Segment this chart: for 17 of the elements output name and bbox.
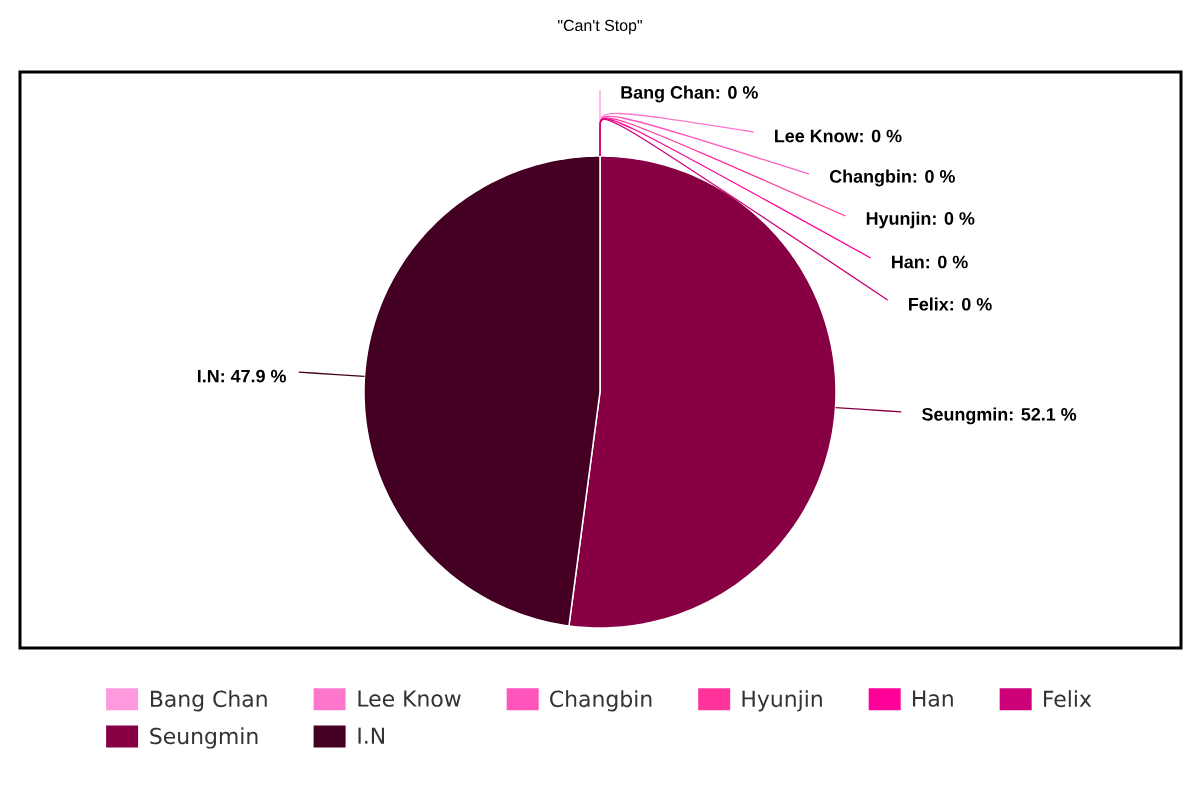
legend-label: Changbin <box>550 690 652 712</box>
text: Bang Chan: 0 % <box>621 85 758 103</box>
chart-title: "Can't Stop" <box>558 19 642 35</box>
data-label: I.N: 47.9 % <box>197 369 286 383</box>
legend-label: Hyunjin <box>742 690 822 712</box>
legend-label: Han <box>913 690 953 707</box>
data-label: Seungmin: 52.1 % <box>922 407 1077 425</box>
legend-label: I.N <box>358 727 385 744</box>
text: Felix: 0 % <box>909 297 992 311</box>
text: Hyunjin: 0 % <box>866 211 975 229</box>
text: Han: 0 % <box>892 255 968 269</box>
legend-label: Seungmin <box>150 727 258 749</box>
text: Changbin: 0 % <box>829 169 955 187</box>
legend-label: Felix <box>1044 690 1092 708</box>
legend-label: Bang Chan <box>150 690 267 712</box>
text: Lee Know: 0 % <box>775 129 902 143</box>
legend-label: Lee Know <box>358 690 461 707</box>
